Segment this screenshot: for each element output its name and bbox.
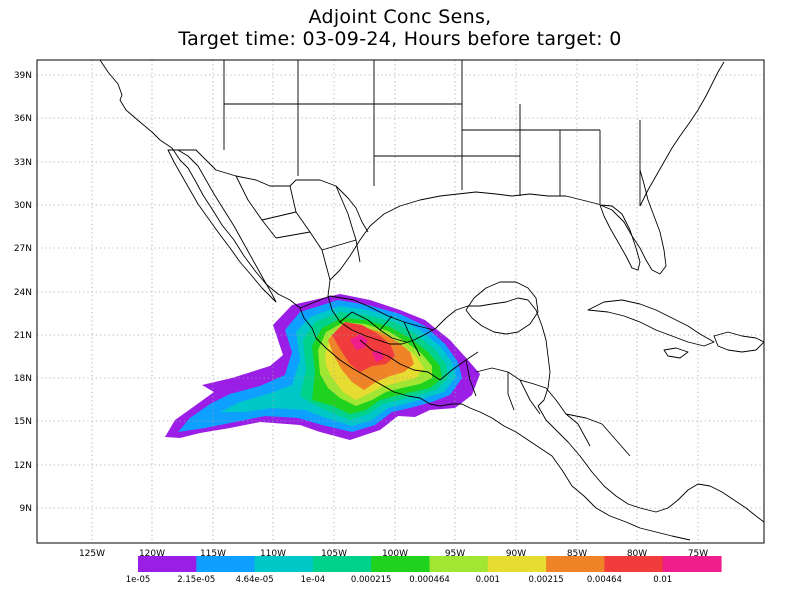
baja-california xyxy=(167,149,277,303)
colorbar-label: 1e-04 xyxy=(301,575,326,585)
lat-label: 33N xyxy=(14,158,32,168)
colorbar-label: 0.001 xyxy=(476,575,500,585)
lon-label: 105W xyxy=(321,549,347,559)
colorbar-label: 4.64e-05 xyxy=(236,575,274,585)
lon-label: 100W xyxy=(382,549,408,559)
lon-label: 90W xyxy=(506,549,526,559)
mexico-state-lines xyxy=(235,175,479,397)
lon-label: 115W xyxy=(200,549,226,559)
central-america xyxy=(537,405,764,523)
colorbar-swatch xyxy=(196,556,256,572)
contour-level-10 xyxy=(350,334,368,350)
yucatan-peninsula xyxy=(465,281,539,335)
atlantic-coastline xyxy=(639,61,725,207)
lat-label: 30N xyxy=(14,201,32,211)
colorbar: 1e-05 2.15e-05 4.64e-05 1e-04 0.000215 0.0004… xyxy=(126,556,722,585)
lon-label: 80W xyxy=(627,549,647,559)
lat-label: 18N xyxy=(14,374,32,384)
lat-label: 39N xyxy=(14,71,32,81)
colorbar-swatch xyxy=(312,556,372,572)
sensitivity-plume xyxy=(165,294,480,440)
colorbar-label: 0.000215 xyxy=(351,575,392,585)
colorbar-swatch xyxy=(254,556,314,572)
map-title-line-1: Adjoint Conc Sens, xyxy=(308,6,492,28)
colorbar-swatch xyxy=(429,556,489,572)
lat-label: 24N xyxy=(14,288,32,298)
lat-label: 15N xyxy=(14,417,32,427)
cuba xyxy=(587,299,715,347)
map-frame xyxy=(36,59,765,544)
us-mexico-border xyxy=(168,149,369,233)
map-title-line-2: Target time: 03-09-24, Hours before targ… xyxy=(178,28,622,50)
colorbar-label: 0.000464 xyxy=(409,575,450,585)
lat-label: 9N xyxy=(20,504,32,514)
colorbar-swatch xyxy=(371,556,431,572)
lon-label: 110W xyxy=(260,549,286,559)
mexico-gulf-coast xyxy=(327,279,551,407)
coastlines-and-borders xyxy=(99,60,764,541)
latitude-labels: 39N 36N 33N 30N 27N 24N 21N 18N 15N 12N … xyxy=(14,71,32,514)
colorbar-label: 1e-05 xyxy=(126,575,151,585)
colorbar-swatch xyxy=(546,556,605,572)
lon-label: 120W xyxy=(139,549,165,559)
colorbar-swatch xyxy=(138,556,197,572)
lat-label: 21N xyxy=(14,331,32,341)
colorbar-swatch xyxy=(604,556,664,572)
gulf-coastline xyxy=(329,169,667,281)
colorbar-swatch xyxy=(662,556,722,572)
lon-label: 85W xyxy=(567,549,587,559)
lon-label: 125W xyxy=(79,549,105,559)
colorbar-swatch xyxy=(487,556,547,572)
longitude-labels: 125W 120W 115W 110W 105W 100W 95W 90W 85… xyxy=(79,549,708,559)
central-america-borders xyxy=(475,367,631,457)
florida xyxy=(599,204,641,271)
lon-label: 75W xyxy=(688,549,708,559)
us-state-lines xyxy=(223,60,641,206)
graticule xyxy=(37,60,764,543)
lat-label: 36N xyxy=(14,114,32,124)
colorbar-label: 2.15e-05 xyxy=(177,575,215,585)
hispaniola xyxy=(713,331,764,353)
colorbar-label: 0.00464 xyxy=(587,575,622,585)
colorbar-label: 0.00215 xyxy=(529,575,564,585)
colorbar-label: 0.01 xyxy=(653,575,672,585)
lat-label: 12N xyxy=(14,461,32,471)
lat-label: 27N xyxy=(14,244,32,254)
jamaica xyxy=(663,347,689,359)
lon-label: 95W xyxy=(445,549,465,559)
